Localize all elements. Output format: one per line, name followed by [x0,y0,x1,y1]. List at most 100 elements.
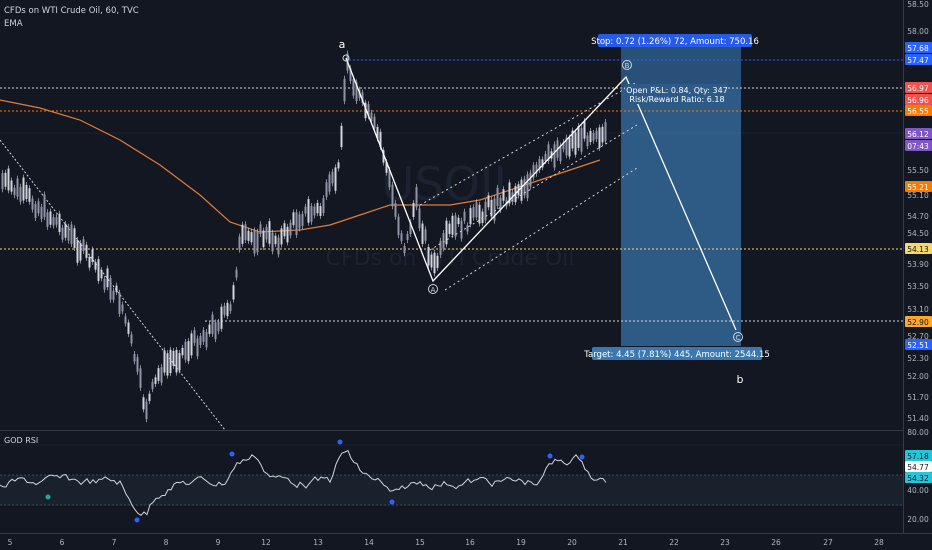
candle-body [25,185,28,200]
target-zone[interactable] [621,88,741,346]
candle-body [343,78,346,102]
candle-body [103,278,106,290]
price-badge [905,339,932,350]
candles[interactable] [1,50,607,423]
pnl-label-box[interactable] [625,84,728,104]
candle-body [76,240,79,263]
candle-body [538,159,541,171]
rsi-badge [905,461,932,472]
wave-anchor[interactable] [733,332,743,342]
candle-body [403,245,406,254]
candle-body [160,367,163,383]
candle-body [271,232,274,252]
price-badge [905,243,932,254]
candle-body [211,314,214,334]
stop-label-box[interactable] [598,34,752,47]
channel[interactable] [419,81,638,291]
rsi-tick-label: 20.00 [907,515,929,524]
price-tick-label: 56.55 [907,107,929,116]
candle-body [10,180,13,192]
stop-label: Stop: 0.72 (1.26%) 72, Amount: 750.16 [591,37,759,47]
candle-body [445,220,448,245]
candle-body [535,164,538,174]
candle-body [289,222,292,236]
candle-body [73,228,76,249]
price-badge [905,316,932,327]
time-tick-label: 12 [261,538,271,547]
elliott-wave[interactable] [345,57,737,331]
price-badge [905,105,932,116]
price-tick-label: 53.10 [907,305,929,314]
candle-body [466,225,469,232]
candle-body [166,353,169,376]
stop-zone[interactable] [621,46,741,88]
candle-body [529,172,532,187]
price-tick-label: 58.50 [907,0,929,9]
candle-body [97,259,100,281]
rsi-line[interactable] [0,449,607,516]
candle-body [352,78,355,96]
candle-body [175,349,178,373]
candle-body [226,302,229,317]
rsi-tick-label: 80.00 [907,428,929,437]
price-badge [905,82,932,93]
symbol-title[interactable]: CFDs on WTI Crude Oil, 60, TVC [4,6,139,16]
price-axis[interactable]: 58.50 58.00 57.68 57.47 56.97 56.96 56.55 56.12… [905,0,932,423]
candle-body [1,173,4,190]
candle-body [163,350,166,373]
indicator-label[interactable]: EMA [4,19,23,29]
candle-body [79,243,82,261]
candle-body [100,270,103,279]
candle-body [451,215,454,235]
time-tick-label: 16 [465,538,475,547]
candle-body [421,223,424,244]
time-tick-label: 20 [567,538,577,547]
candle-body [502,189,505,201]
candle-body [70,224,73,244]
wave-label-b: b [737,373,744,386]
wave-anchor[interactable] [342,54,350,62]
target-label-box[interactable] [592,347,762,360]
time-tick-label: 28 [874,538,884,547]
candle-body [190,333,193,356]
time-tick-label: 8 [164,538,169,547]
candle-body [493,198,496,221]
trendline[interactable] [0,139,226,431]
candle-body [31,198,34,210]
rsi-tick-label: 54.32 [907,474,929,483]
candle-body [280,228,283,245]
candle-body [463,211,466,221]
candle-body [559,145,562,162]
candle-body [598,127,601,149]
time-tick-label: 23 [720,538,730,547]
candle-body [454,215,457,237]
candle-body [202,330,205,342]
price-badge [905,128,932,139]
candle-body [508,182,511,204]
candle-body [490,199,493,217]
candle-body [157,368,160,381]
candle-body [142,397,145,410]
wave-anchor[interactable] [622,60,632,70]
rsi-badge [905,472,932,483]
candle-body [394,203,397,217]
rsi-axis[interactable]: 80.00 57.18 54.77 54.32 40.00 20.00 [905,428,932,524]
candle-body [337,162,340,169]
candle-body [340,125,343,148]
rsi-tick-label: 54.77 [907,463,929,472]
candle-body [58,213,61,233]
rsi-title[interactable]: GOD RSI [4,436,38,445]
rsi-band [0,475,903,505]
price-pane[interactable] [0,0,903,430]
candle-body [94,262,97,270]
wave-label-A: A [431,286,436,294]
candle-body [274,235,277,245]
wave-anchor[interactable] [428,284,438,294]
time-axis[interactable]: 5 6 7 8 9 12 13 14 15 16 19 20 21 22 23 26 27 28 [8,538,884,547]
candle-body [193,330,196,343]
candle-body [448,223,451,234]
horizontal-levels[interactable] [0,59,903,322]
price-tick-label: 56.12 [907,130,929,139]
